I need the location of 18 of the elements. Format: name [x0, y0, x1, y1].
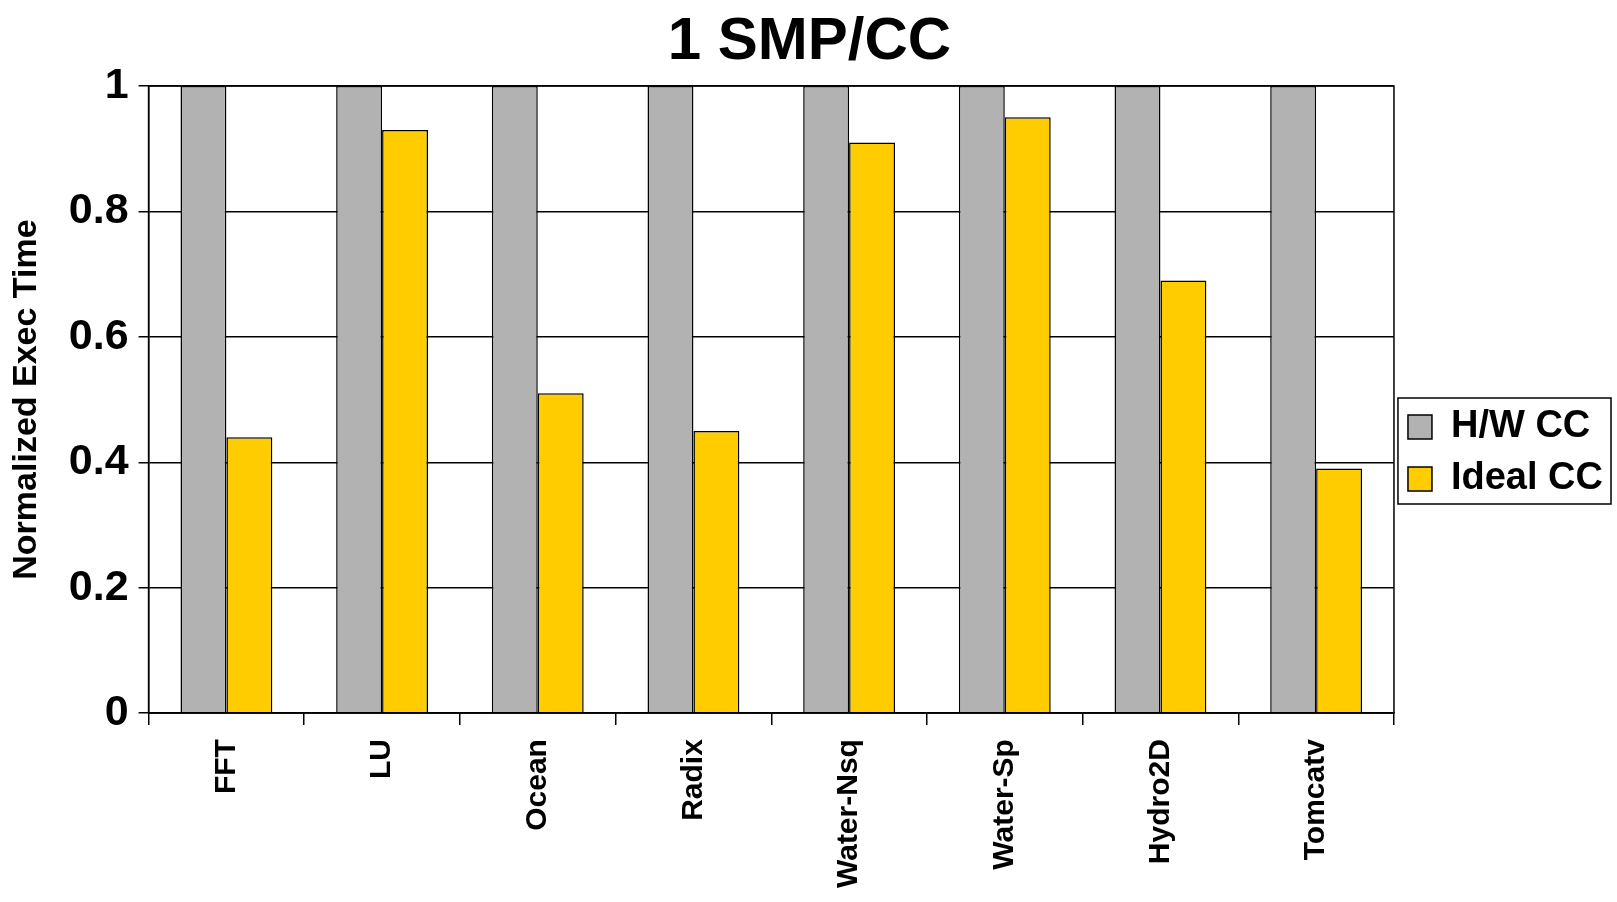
x-tick-label: Ocean	[519, 739, 553, 831]
x-tick-label: Water-Nsq	[830, 739, 864, 888]
x-tick-label: Tomcatv	[1297, 738, 1331, 861]
y-tick-label: 0.4	[68, 435, 129, 484]
y-tick-label: 1	[104, 58, 129, 107]
x-tick-label: LU	[363, 739, 397, 780]
y-tick-label: 0	[104, 685, 129, 734]
x-tick-label: Radix	[674, 738, 708, 821]
y-tick-label: 0.6	[68, 309, 129, 358]
x-tick-label: FFT	[207, 739, 241, 795]
chart-title: 1 SMP/CC	[667, 4, 952, 72]
x-tick-label: Hydro2D	[1141, 739, 1175, 865]
legend-label: Ideal CC	[1450, 455, 1604, 498]
y-tick-label: 0.8	[68, 184, 129, 233]
y-tick-label: 0.2	[68, 560, 129, 609]
y-axis-title: Normalized Exec Time	[4, 219, 43, 580]
x-tick-label: Water-Sp	[986, 739, 1020, 870]
legend-label: H/W CC	[1450, 403, 1591, 446]
